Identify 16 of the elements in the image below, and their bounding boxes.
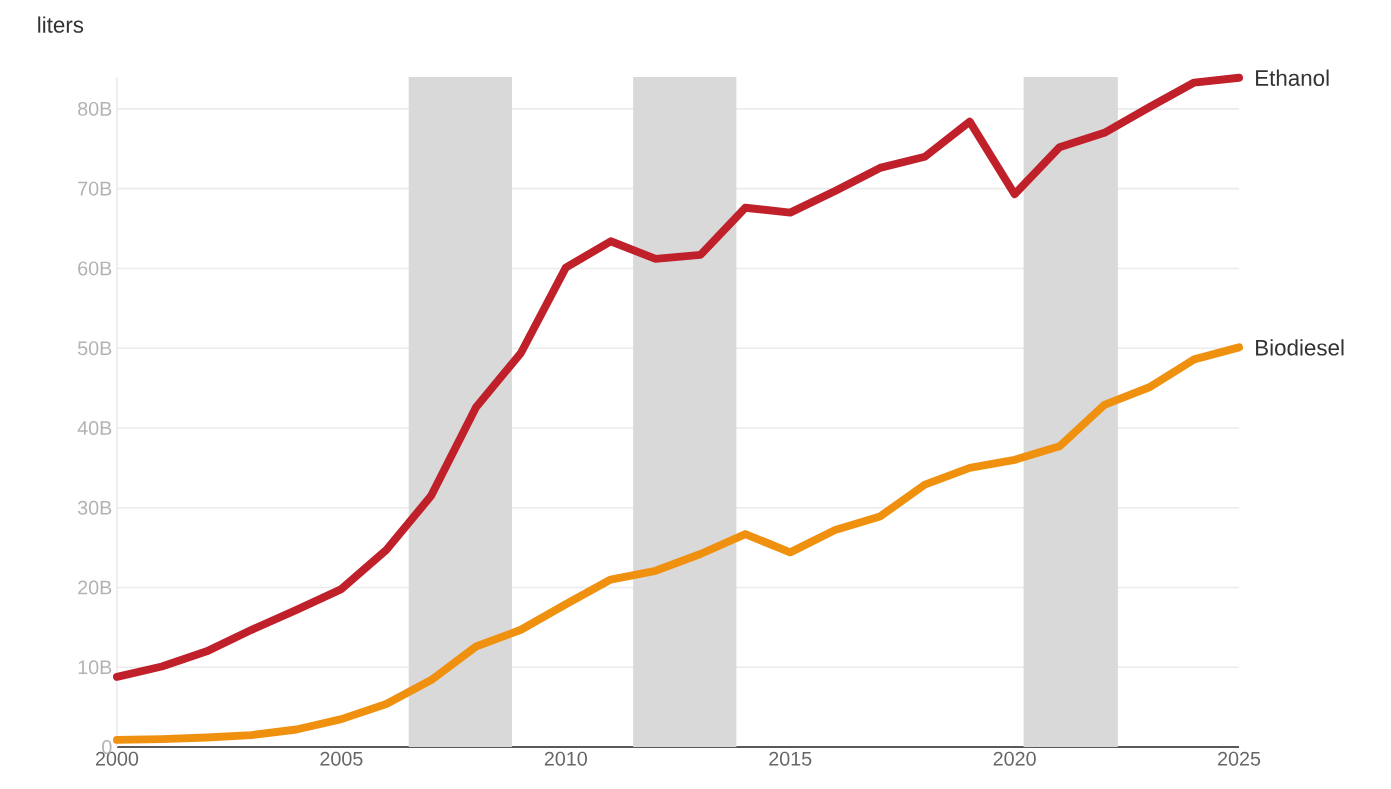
y-tick-label: 50B xyxy=(77,341,112,356)
x-tick-label: 2010 xyxy=(544,751,587,766)
y-tick-label: 30B xyxy=(77,500,112,515)
y-tick-label: 10B xyxy=(78,660,112,675)
y-tick-label: 60B xyxy=(78,261,112,276)
x-tick-label: 2005 xyxy=(320,751,363,766)
x-tick-label: 2025 xyxy=(1218,751,1261,766)
series-label: Biodiesel xyxy=(1256,339,1344,356)
x-tick-label: 2015 xyxy=(769,751,812,766)
series-label: Ethanol xyxy=(1256,69,1329,87)
y-tick-label: 40B xyxy=(77,421,112,436)
y-tick-label: 20B xyxy=(78,580,112,595)
y-tick-label: 70B xyxy=(78,181,112,196)
x-tick-label: 2020 xyxy=(993,751,1036,766)
y-tick-label: 80B xyxy=(78,102,112,117)
y-axis-title: liters xyxy=(38,16,84,34)
